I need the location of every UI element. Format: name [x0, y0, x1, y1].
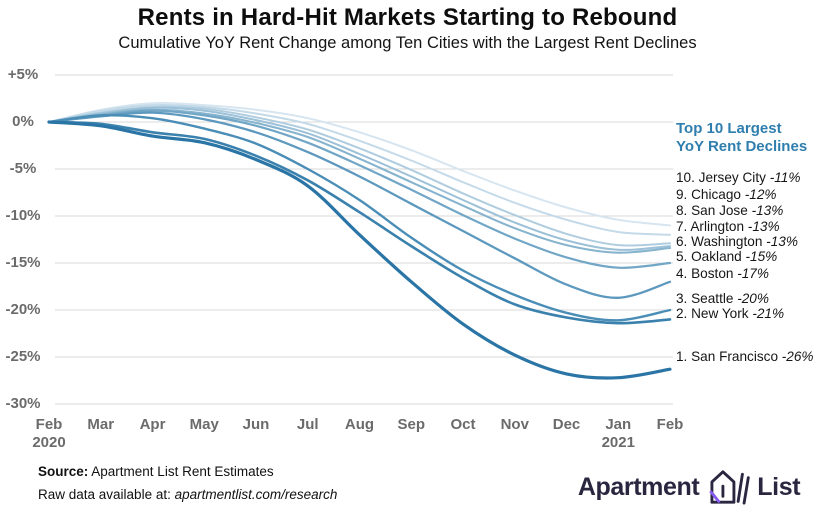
series-line-jersey-city [48, 102, 671, 227]
legend-item-city: 6. Washington [676, 234, 767, 249]
source-label: Source: [38, 464, 89, 479]
y-tick-label: 0% [12, 113, 34, 130]
legend-item: 5. Oakland -15% [676, 249, 777, 265]
x-tick-label: Jan [605, 416, 632, 433]
series-line-arlington [48, 106, 671, 251]
legend-item-city: 7. Arlington [676, 219, 748, 234]
legend-item: 6. Washington -13% [676, 234, 798, 250]
x-tick-label: Aug [344, 416, 375, 433]
legend-item-city: 3. Seattle [676, 291, 738, 306]
legend-item-city: 2. New York [676, 306, 753, 321]
x-tick-label: May [189, 416, 219, 433]
source-url: apartmentlist.com/research [174, 487, 338, 502]
series-line-boston [47, 111, 672, 299]
legend-item: 10. Jersey City -11% [676, 170, 800, 186]
y-tick-label: +5% [7, 66, 39, 83]
y-tick-label: -30% [5, 395, 41, 412]
chart-title: Rents in Hard-Hit Markets Starting to Re… [137, 4, 678, 31]
legend-item: 3. Seattle -20% [676, 291, 769, 307]
chart-subtitle: Cumulative YoY Rent Change among Ten Cit… [118, 34, 697, 52]
legend-item-value: -12% [744, 187, 777, 202]
x-tick-label: Apr [139, 416, 166, 433]
legend-item: 9. Chicago -12% [676, 187, 777, 203]
source-text: Apartment List Rent Estimates [91, 464, 274, 479]
legend-item-city: 8. San Jose [676, 203, 752, 218]
x-tick-label: Sep [397, 416, 425, 433]
legend-item-value: -13% [747, 219, 780, 234]
series-line-new-york [47, 120, 672, 325]
legend-item-value: -17% [737, 266, 769, 281]
legend-item: 2. New York -21% [676, 306, 784, 322]
legend-item: 8. San Jose -13% [676, 203, 783, 219]
x-tick-label: Jul [296, 416, 319, 433]
x-tick-label: Mar [87, 416, 115, 433]
series-line-oakland [47, 109, 672, 269]
rawdata-line: Raw data available at: apartmentlist.com… [38, 487, 337, 502]
y-tick-label: -5% [9, 160, 37, 177]
x-year-label: 2020 [32, 434, 66, 451]
x-tick-label: Nov [500, 416, 529, 433]
legend-item-value: -15% [745, 249, 778, 264]
legend-item-city: 1. San Francisco [676, 349, 782, 364]
rawdata-label: Raw data available at: [38, 487, 171, 502]
x-tick-label: Feb [656, 416, 684, 433]
x-year-label: 2021 [601, 434, 635, 451]
y-tick-label: -20% [5, 301, 41, 318]
logo-word-list: List [757, 472, 801, 501]
legend-item-value: -21% [752, 306, 785, 321]
legend-item-city: 4. Boston [676, 266, 738, 281]
legend-item: 4. Boston -17% [676, 266, 769, 282]
x-tick-label: Feb [35, 416, 63, 433]
apartment-list-logo: Apartment List [563, 462, 815, 512]
legend-item-value: -11% [769, 170, 801, 185]
x-tick-label: Jun [242, 416, 270, 433]
legend-item-city: 10. Jersey City [676, 170, 770, 185]
legend-item-value: -13% [766, 234, 798, 249]
legend-item: 7. Arlington -13% [676, 219, 780, 235]
legend-title: Top 10 Largest YoY Rent Declines [676, 120, 807, 156]
logo-word-apartment: Apartment [577, 472, 700, 501]
source-line: Source: Apartment List Rent Estimates [38, 464, 274, 479]
x-tick-label: Dec [552, 416, 581, 433]
legend-item-value: -20% [737, 291, 769, 306]
legend-title-line2: YoY Rent Declines [676, 138, 808, 155]
y-tick-label: -10% [5, 207, 41, 224]
legend-item-value: -26% [781, 349, 814, 364]
legend-item: 1. San Francisco -26% [676, 349, 814, 365]
legend-item-value: -13% [751, 203, 784, 218]
legend-item-city: 5. Oakland [676, 249, 746, 264]
series-line-san-francisco [47, 120, 672, 380]
house-icon [709, 470, 751, 505]
series-line-chicago [48, 103, 671, 236]
legend: Top 10 Largest YoY Rent Declines 10. Jer… [676, 0, 815, 420]
series-line-seattle [47, 114, 672, 322]
legend-title-line1: Top 10 Largest [676, 120, 782, 137]
y-tick-label: -25% [5, 348, 41, 365]
legend-item-city: 9. Chicago [676, 187, 745, 202]
x-tick-label: Oct [450, 416, 476, 433]
y-tick-label: -15% [5, 254, 41, 271]
